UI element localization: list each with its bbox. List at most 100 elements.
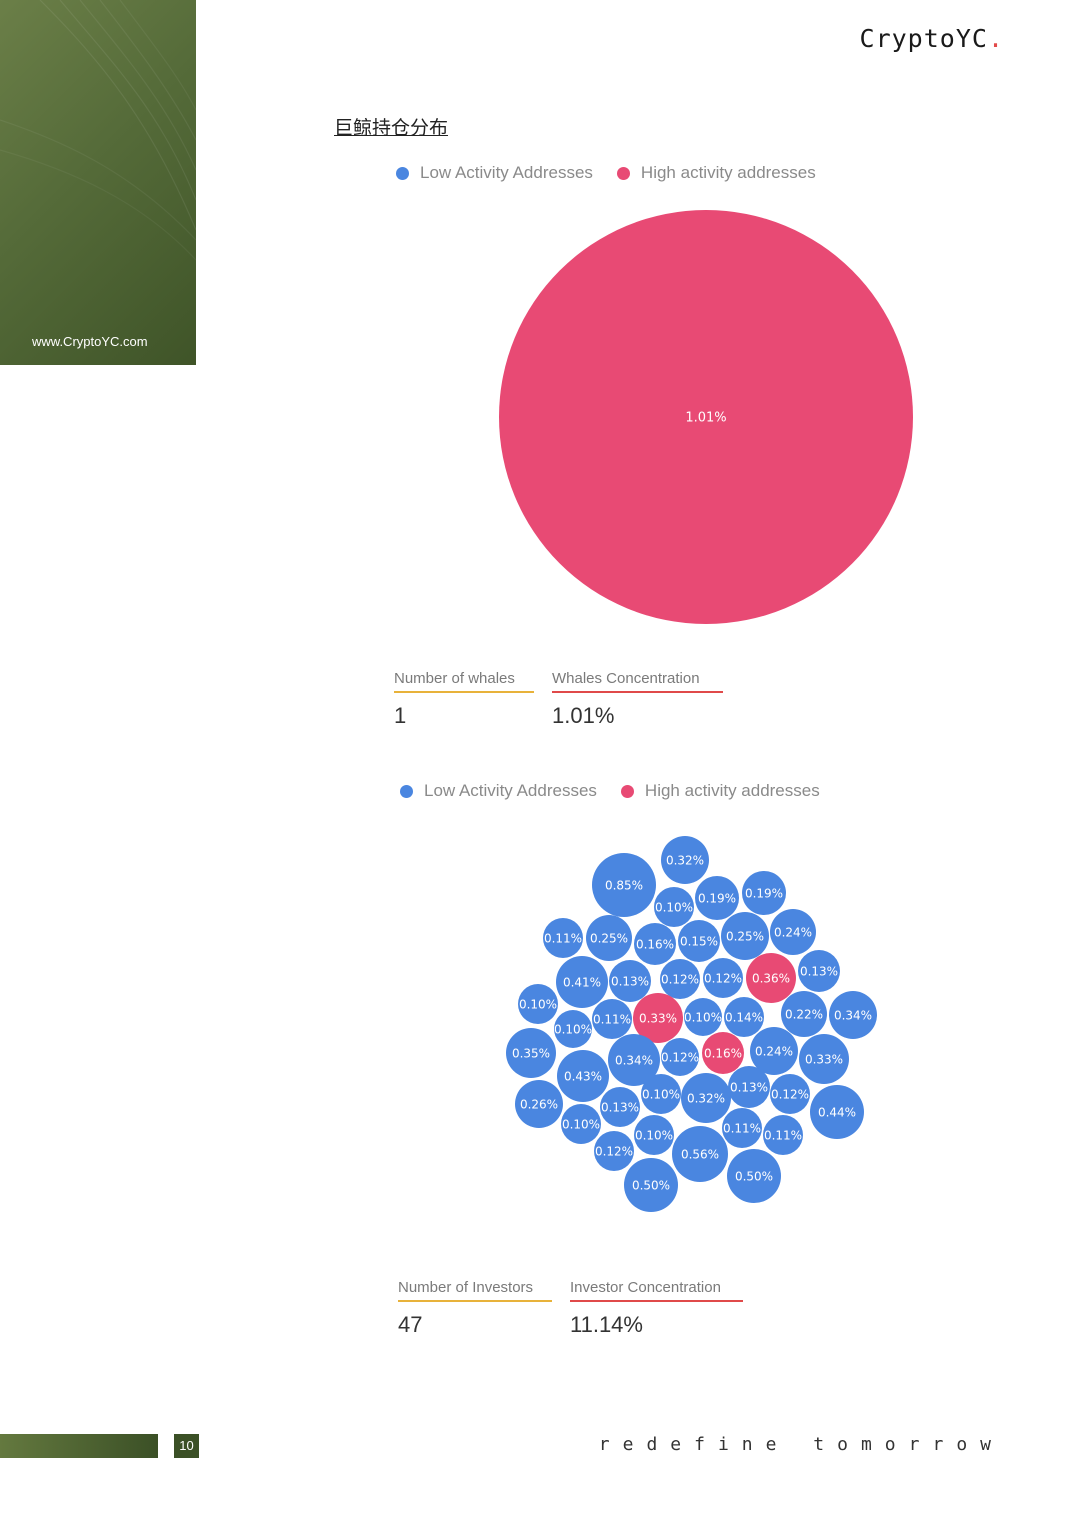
investor-bubble-label: 0.43% [564, 1069, 602, 1083]
investor-bubble-label: 0.33% [639, 1011, 677, 1025]
whale-bubble[interactable]: 1.01% [499, 210, 913, 624]
investor-bubble[interactable]: 0.10% [561, 1104, 601, 1144]
stat-whale-concentration: Whales Concentration 1.01% [552, 670, 723, 729]
investor-bubble-circle [660, 959, 700, 999]
investor-bubble[interactable]: 0.14% [724, 997, 764, 1037]
investor-bubble[interactable]: 0.10% [518, 984, 558, 1024]
investor-bubble[interactable]: 0.50% [624, 1158, 678, 1212]
investor-bubble[interactable]: 0.25% [586, 915, 632, 961]
investor-bubble[interactable]: 0.35% [506, 1028, 556, 1078]
investor-bubble[interactable]: 0.85% [592, 853, 656, 917]
stat-whale-count: Number of whales 1 [394, 670, 534, 729]
investor-bubble[interactable]: 0.12% [594, 1131, 634, 1171]
legend-item-high[interactable]: High activity addresses [620, 781, 820, 801]
investor-bubble[interactable]: 0.34% [829, 991, 877, 1039]
investor-bubble-label: 0.11% [723, 1121, 761, 1135]
investor-bubble[interactable]: 0.12% [770, 1074, 810, 1114]
investor-bubble-label: 0.15% [680, 934, 718, 948]
investor-bubble-circle [506, 1028, 556, 1078]
investor-bubble[interactable]: 0.36% [746, 953, 796, 1003]
investor-bubble[interactable]: 0.12% [660, 959, 700, 999]
investor-bubble[interactable]: 0.12% [661, 1038, 699, 1076]
investor-bubble-circle [634, 1115, 674, 1155]
investor-bubble[interactable]: 0.13% [798, 950, 840, 992]
investor-bubble[interactable]: 0.11% [592, 999, 632, 1039]
investor-bubble[interactable]: 0.10% [634, 1115, 674, 1155]
investor-bubble-circle [724, 997, 764, 1037]
investor-bubble-circle [624, 1158, 678, 1212]
investor-bubble[interactable]: 0.32% [661, 836, 709, 884]
investor-bubble-circle [770, 1074, 810, 1114]
stat-value-whale-count: 1 [394, 703, 407, 728]
investor-bubble-label: 0.32% [687, 1091, 725, 1105]
investor-bubble[interactable]: 0.41% [556, 956, 608, 1008]
investor-bubble[interactable]: 0.26% [515, 1080, 563, 1128]
investor-bubble-label: 0.24% [755, 1044, 793, 1058]
investor-bubble-label: 0.13% [611, 974, 649, 988]
investor-bubble[interactable]: 0.56% [672, 1126, 728, 1182]
investor-bubble-label: 0.10% [684, 1010, 722, 1024]
investor-bubble[interactable]: 0.32% [681, 1073, 731, 1123]
legend-item-high[interactable]: High activity addresses [616, 163, 816, 183]
investor-bubble-circle [641, 1074, 681, 1114]
investor-bubble-label: 0.12% [771, 1087, 809, 1101]
stat-value-investor-concentration: 11.14% [570, 1312, 643, 1337]
investor-bubble[interactable]: 0.24% [750, 1027, 798, 1075]
legend-item-low[interactable]: Low Activity Addresses [400, 781, 597, 801]
investor-bubble-label: 0.14% [725, 1010, 763, 1024]
investor-bubble[interactable]: 0.16% [702, 1032, 744, 1074]
investor-bubble[interactable]: 0.10% [654, 887, 694, 927]
investor-bubble[interactable]: 0.43% [557, 1050, 609, 1102]
investor-bubble[interactable]: 0.10% [684, 998, 722, 1036]
investor-bubble-label: 0.11% [593, 1012, 631, 1026]
investor-bubble-label: 0.26% [520, 1097, 558, 1111]
investor-bubble-label: 0.12% [661, 972, 699, 986]
investor-bubble-label: 0.24% [774, 925, 812, 939]
investor-bubble-circle [703, 958, 743, 998]
investor-bubble[interactable]: 0.11% [543, 918, 583, 958]
investor-bubble[interactable]: 0.33% [633, 993, 683, 1043]
investor-bubble[interactable]: 0.12% [703, 958, 743, 998]
investor-bubble[interactable]: 0.15% [678, 920, 720, 962]
investor-bubble[interactable]: 0.50% [727, 1149, 781, 1203]
investor-bubble-circle [594, 1131, 634, 1171]
investor-bubble[interactable]: 0.16% [634, 923, 676, 965]
investor-bubble[interactable]: 0.22% [781, 991, 827, 1037]
investor-bubble[interactable]: 0.10% [554, 1010, 592, 1048]
investor-bubble-circle [561, 1104, 601, 1144]
stat-investor-concentration: Investor Concentration 11.14% [570, 1279, 743, 1338]
investor-bubble-label: 0.34% [615, 1053, 653, 1067]
investor-bubble[interactable]: 0.11% [763, 1115, 803, 1155]
investor-bubble-circle [672, 1126, 728, 1182]
legend-label-low: Low Activity Addresses [420, 163, 593, 182]
investor-bubble[interactable]: 0.10% [641, 1074, 681, 1114]
investor-bubble-circle [556, 956, 608, 1008]
investor-bubble-circle [798, 950, 840, 992]
legend-label-high: High activity addresses [644, 781, 820, 800]
investor-bubble[interactable]: 0.13% [728, 1066, 770, 1108]
investor-bubble-label: 0.11% [764, 1128, 802, 1142]
investor-bubble[interactable]: 0.19% [695, 876, 739, 920]
investor-bubble-circle [592, 999, 632, 1039]
stat-label-investor-concentration: Investor Concentration [570, 1279, 743, 1302]
investor-bubble-label: 0.34% [834, 1008, 872, 1022]
investor-bubble-label: 0.10% [554, 1022, 592, 1036]
investor-bubble-circle [608, 1034, 660, 1086]
investor-bubble-circle [702, 1032, 744, 1074]
investor-bubble-circle [586, 915, 632, 961]
investor-bubble[interactable]: 0.44% [810, 1085, 864, 1139]
investor-bubble-label: 0.41% [563, 975, 601, 989]
investor-bubble[interactable]: 0.13% [609, 960, 651, 1002]
website-url[interactable]: www.CryptoYC.com [32, 334, 148, 349]
investor-bubble-label: 0.25% [590, 931, 628, 945]
investor-bubble[interactable]: 0.33% [799, 1034, 849, 1084]
investor-bubble[interactable]: 0.13% [600, 1087, 640, 1127]
investor-bubble[interactable]: 0.25% [721, 912, 769, 960]
investor-bubble[interactable]: 0.11% [722, 1108, 762, 1148]
investor-bubble[interactable]: 0.19% [742, 871, 786, 915]
investor-bubble[interactable]: 0.34% [608, 1034, 660, 1086]
legend-label-low: Low Activity Addresses [424, 781, 597, 800]
investor-bubble[interactable]: 0.24% [770, 909, 816, 955]
legend-item-low[interactable]: Low Activity Addresses [396, 163, 593, 183]
